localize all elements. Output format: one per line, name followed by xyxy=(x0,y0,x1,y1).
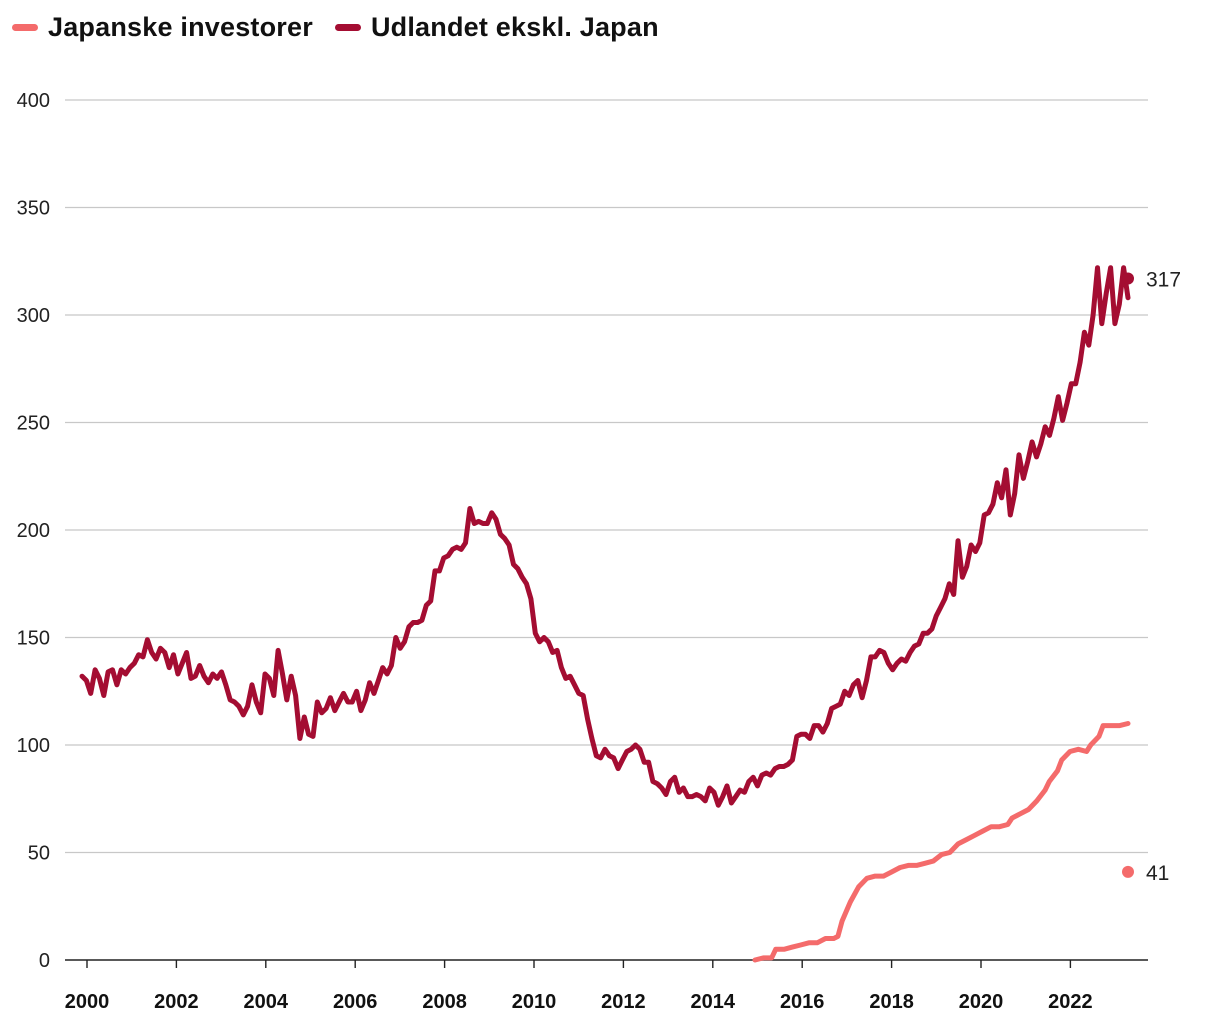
y-tick-label-350: 350 xyxy=(17,198,50,220)
legend-label-udlandet: Udlandet ekskl. Japan xyxy=(370,12,659,42)
x-tick-label-2004: 2004 xyxy=(244,991,289,1013)
y-tick-label-0: 0 xyxy=(39,950,50,972)
end-marker-udlandet xyxy=(1122,272,1134,285)
series-line-udlandet xyxy=(79,265,1131,808)
y-tick-label-100: 100 xyxy=(17,735,50,757)
y-tick-label-300: 300 xyxy=(17,305,50,327)
legend-label-japanske: Japanske investorer xyxy=(48,12,313,42)
x-tick-label-2022: 2022 xyxy=(1048,991,1093,1013)
series-line-japanske xyxy=(752,721,1131,963)
x-tick-label-2020: 2020 xyxy=(959,991,1004,1013)
x-axis: 2000 2002 2004 2006 2008 2010 2012 2014 2016 2018… xyxy=(65,959,1148,1013)
series-lines xyxy=(79,265,1131,963)
series-end-markers: 317 41 xyxy=(1122,268,1181,885)
end-marker-japanske xyxy=(1122,865,1134,878)
x-tick-label-2006: 2006 xyxy=(333,991,378,1013)
legend-swatch-japanske xyxy=(12,24,38,31)
legend-swatch-udlandet xyxy=(334,24,361,31)
x-tick-label-2018: 2018 xyxy=(869,991,914,1013)
x-tick-label-2002: 2002 xyxy=(154,991,199,1013)
y-tick-label-400: 400 xyxy=(17,90,50,112)
x-tick-label-2012: 2012 xyxy=(601,991,646,1013)
x-tick-label-2014: 2014 xyxy=(691,991,736,1013)
x-tick-label-2000: 2000 xyxy=(65,991,110,1013)
gridlines xyxy=(65,99,1148,854)
y-tick-label-50: 50 xyxy=(28,843,50,865)
y-tick-label-200: 200 xyxy=(17,520,50,542)
x-tick-label-2016: 2016 xyxy=(780,991,825,1013)
chart-legend: Japanske investorer Udlandet ekskl. Japa… xyxy=(12,12,659,43)
legend-item-udlandet: Udlandet ekskl. Japan xyxy=(334,12,659,43)
end-label-japanske: 41 xyxy=(1146,862,1169,885)
x-tick-label-2008: 2008 xyxy=(422,991,467,1013)
y-tick-label-150: 150 xyxy=(17,628,50,650)
legend-item-japanske: Japanske investorer xyxy=(12,12,313,43)
y-tick-label-250: 250 xyxy=(17,413,50,435)
y-axis-ticks: 0 50 100 150 200 250 300 350 400 xyxy=(17,90,50,972)
x-tick-label-2010: 2010 xyxy=(512,991,557,1013)
end-label-udlandet: 317 xyxy=(1146,268,1181,291)
